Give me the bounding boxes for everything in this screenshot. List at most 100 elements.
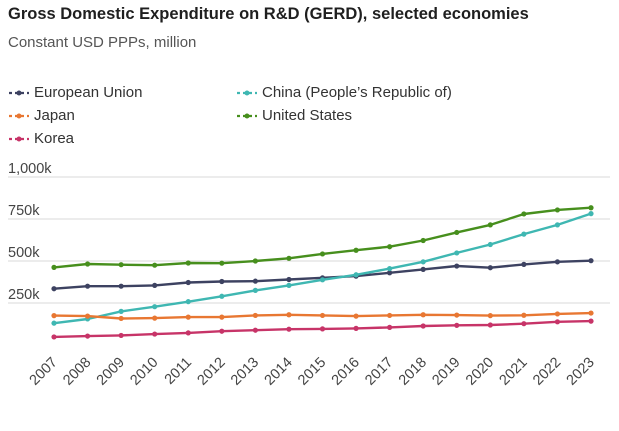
data-point-european-union [487,265,493,271]
legend-label-european-union: European Union [34,84,143,101]
x-tick-label: 2017 [362,355,396,389]
data-point-united-states [286,255,292,261]
legend-item-china[interactable]: China (People’s Republic of) [236,84,452,101]
data-point-korea [588,318,594,324]
y-tick-label: 1,000k [8,161,52,177]
data-point-japan [454,312,460,318]
data-point-japan [420,312,426,318]
data-point-united-states [185,260,191,266]
data-point-china-people-s-republic-of [252,287,258,293]
data-point-korea [487,322,493,328]
legend-swatch-japan [9,113,29,118]
data-point-china-people-s-republic-of [286,282,292,288]
data-point-china-people-s-republic-of [454,250,460,256]
data-point-united-states [487,222,493,228]
x-tick-label: 2018 [396,355,430,389]
x-tick-label: 2013 [228,355,262,389]
data-point-japan [286,312,292,318]
data-point-korea [219,328,225,334]
data-point-united-states [554,207,561,213]
data-point-korea [554,319,561,325]
data-point-china-people-s-republic-of [353,272,359,278]
data-point-united-states [152,262,158,268]
data-point-japan [118,315,124,322]
data-point-china-people-s-republic-of [387,265,393,272]
data-point-korea [521,321,527,327]
x-tick-label: 2022 [530,355,564,389]
data-point-united-states [387,244,393,250]
data-point-japan [487,313,493,319]
data-point-china-people-s-republic-of [152,304,158,310]
data-point-korea [51,334,57,340]
legend-label-korea: Korea [34,130,75,147]
data-point-united-states [353,247,359,253]
data-point-japan [353,313,359,319]
data-point-japan [252,312,258,319]
data-point-china-people-s-republic-of [185,299,191,305]
x-tick-label: 2011 [162,355,195,388]
data-point-korea [185,330,191,336]
data-point-european-union [252,278,258,284]
data-point-japan [185,314,191,320]
legend-item-korea[interactable]: Korea [8,130,74,147]
data-point-japan [219,314,225,320]
data-point-japan [152,315,158,321]
data-point-european-union [420,266,426,272]
data-point-japan [588,310,594,316]
x-tick-label: 2019 [429,355,463,389]
data-point-korea [387,324,393,330]
x-tick-label: 2023 [564,355,598,389]
data-point-united-states [51,264,57,270]
data-point-japan [387,312,393,319]
data-point-united-states [420,237,426,244]
data-point-united-states [252,258,258,264]
data-point-china-people-s-republic-of [319,277,326,283]
legend-item-japan[interactable]: Japan [8,107,75,124]
data-point-european-union [454,263,460,269]
x-tick-label: 2020 [463,355,497,389]
legend-label-japan: Japan [34,107,75,124]
data-point-european-union [118,283,124,289]
series-line-china-people-s-republic-of [53,212,592,325]
data-point-united-states [118,262,124,268]
data-point-japan [319,312,326,319]
legend-item-european-union[interactable]: European Union [8,84,142,101]
x-tick-label: 2014 [262,355,296,389]
data-point-european-union [51,286,57,292]
data-point-korea [252,327,258,333]
data-point-china-people-s-republic-of [219,293,225,299]
y-tick-label: 750k [8,203,40,219]
x-tick-label: 2015 [295,355,329,389]
legend-label-united-states: United States [262,107,353,124]
data-point-korea [353,325,359,331]
data-point-korea [152,331,158,337]
legend-item-united-states[interactable]: United States [236,107,352,124]
data-point-korea [286,326,292,332]
data-point-united-states [219,260,225,266]
data-point-japan [554,311,561,317]
data-point-china-people-s-republic-of [554,222,561,228]
data-point-china-people-s-republic-of [588,211,594,217]
legend-swatch-european-union [9,90,29,95]
data-point-korea [118,332,124,339]
legend-swatch-korea [9,136,29,141]
data-point-european-union [521,261,527,267]
data-point-united-states [319,251,326,257]
data-point-european-union [387,270,393,276]
data-point-united-states [84,261,91,267]
data-point-european-union [185,279,191,286]
x-tick-label: 2007 [27,355,61,389]
data-point-european-union [219,278,225,285]
data-point-united-states [454,229,460,236]
legend-swatch-united-states [237,113,257,118]
chart-subtitle: Constant USD PPPs, million [8,34,197,51]
data-point-european-union [286,276,292,283]
x-tick-label: 2010 [127,355,161,389]
data-point-korea [84,333,91,339]
data-point-china-people-s-republic-of [420,259,426,265]
legend-swatch-china [237,90,257,95]
y-tick-label: 250k [8,287,40,303]
x-tick-label: 2021 [497,355,531,389]
y-tick-label: 500k [8,245,40,261]
data-point-european-union [152,282,158,288]
